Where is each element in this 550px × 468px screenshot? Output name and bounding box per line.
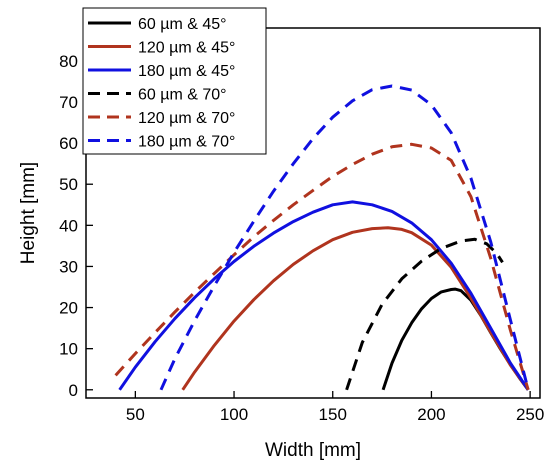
series-line-3	[118, 200, 530, 391]
y-tick-label: 0	[69, 381, 78, 400]
y-axis-ticks: 0 10 20 30 40 50 60 70 80	[59, 52, 93, 400]
legend: 60 µm & 45° 120 µm & 45° 180 µm & 45° 60 µm…	[82, 7, 267, 155]
y-tick-label: 40	[59, 216, 78, 235]
y-axis-label: Height [mm]	[18, 162, 39, 264]
x-tick-label: 50	[126, 405, 145, 424]
legend-label: 180 µm & 45°	[138, 63, 235, 80]
y-tick-label: 60	[59, 134, 78, 153]
x-axis-ticks: 50 100 150 200 250	[126, 391, 544, 424]
legend-label: 120 µm & 45°	[138, 40, 235, 57]
legend-label: 120 µm & 70°	[138, 110, 235, 127]
series-line-5	[114, 142, 530, 391]
y-tick-label: 50	[59, 175, 78, 194]
x-tick-label: 200	[417, 405, 445, 424]
legend-box	[82, 7, 267, 155]
series-line-4	[345, 237, 504, 391]
series-lines	[114, 84, 530, 391]
y-tick-label: 20	[59, 299, 78, 318]
y-tick-label: 80	[59, 52, 78, 71]
x-tick-label: 250	[516, 405, 544, 424]
x-tick-label: 150	[319, 405, 347, 424]
x-tick-label: 100	[220, 405, 248, 424]
y-tick-label: 70	[59, 93, 78, 112]
legend-label: 180 µm & 70°	[138, 134, 235, 151]
x-axis-label: Width [mm]	[265, 440, 361, 461]
legend-label: 60 µm & 70°	[138, 87, 227, 104]
series-line-2	[181, 226, 530, 391]
series-line-6	[159, 84, 530, 391]
y-tick-label: 30	[59, 257, 78, 276]
legend-label: 60 µm & 45°	[138, 16, 227, 33]
plot-frame	[85, 27, 541, 399]
y-tick-label: 10	[59, 340, 78, 359]
